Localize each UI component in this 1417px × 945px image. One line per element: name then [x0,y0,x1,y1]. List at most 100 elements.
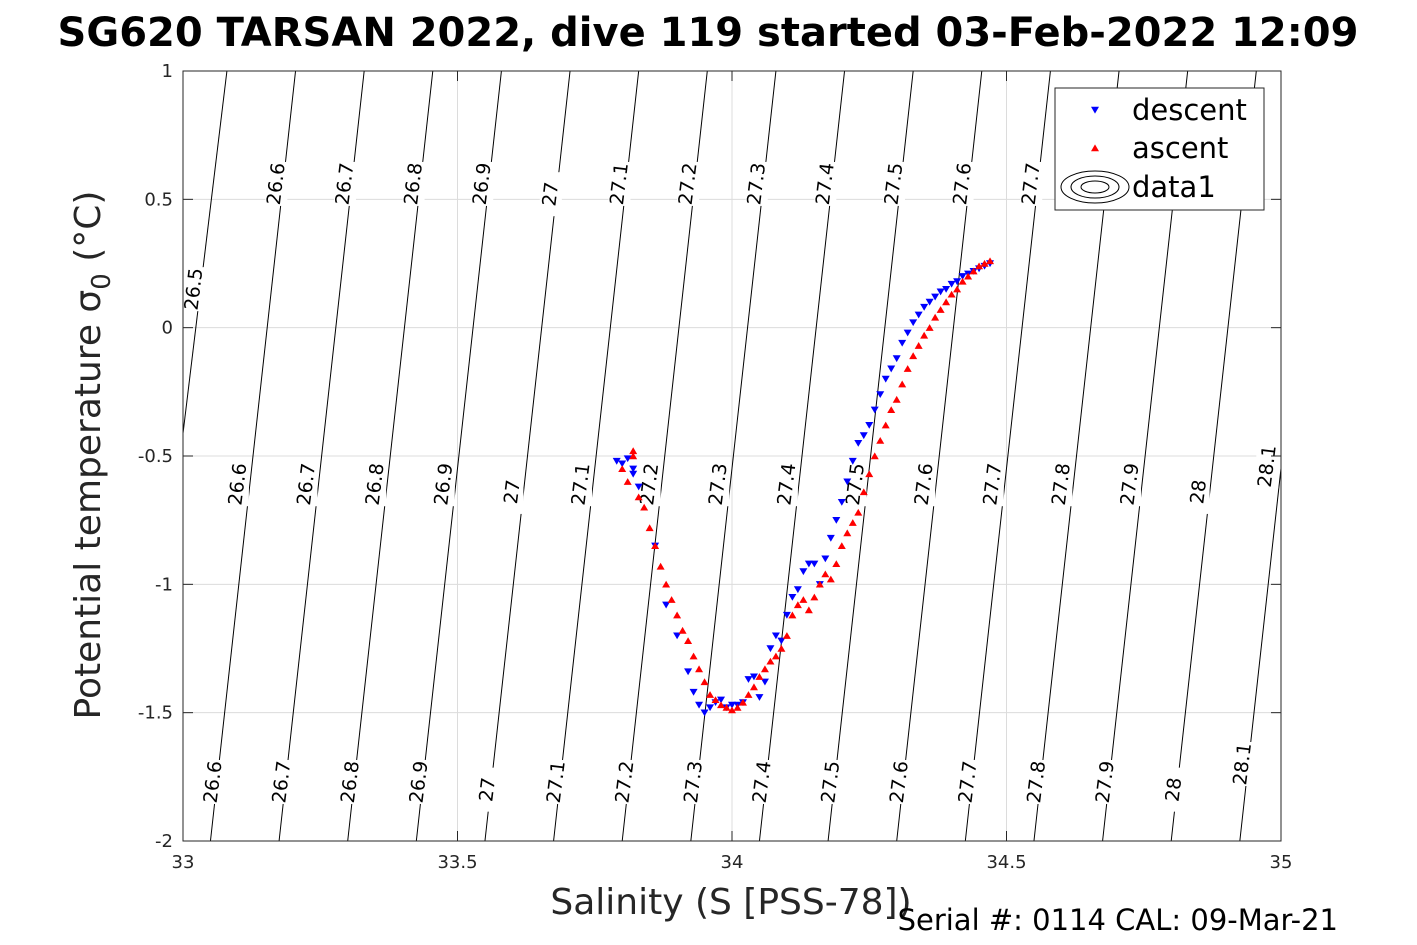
contour-label-bg [677,161,700,206]
contour-label-bg [333,161,356,206]
descent-point [766,645,775,653]
contour-label-bg [471,161,494,206]
contour-label: 26.7 [268,760,295,805]
contour-label: 27.8 [1048,462,1075,507]
contour-label: 26.7 [331,162,358,207]
ascent-point [876,437,885,444]
y-tick-label: -1.5 [138,703,173,724]
contour-label: 27 [475,776,500,803]
descent-point [958,273,967,280]
ascent-point [799,596,808,603]
ascent-point [766,657,775,665]
contour-label: 27.7 [955,760,982,805]
descent-point [936,288,945,296]
contour-label-bg [1050,462,1073,507]
contour-label: 27.4 [812,162,839,207]
ascent-point [711,696,720,704]
x-tick-label: 35 [1270,852,1293,873]
contour-label: 27.4 [773,462,800,507]
y-axis-label-unit: (°C) [68,191,109,274]
contour-label: 27.1 [568,462,595,507]
ascent-point [848,519,857,526]
descent-point [744,676,753,683]
legend-ascent-marker [1091,144,1099,152]
contour-label: 26.6 [200,760,227,805]
ascent-point [738,698,747,706]
ascent-point [629,452,638,460]
descent-point [777,637,786,645]
legend-entry: ascent [1132,131,1228,165]
contour-label-bg [1119,462,1142,507]
ascent-point [755,673,764,680]
ascent-point [645,524,654,532]
y-axis-label-sigma: σ [68,290,109,313]
ascent-point [920,331,929,339]
ascent-point [717,701,726,709]
descent-point [662,601,671,609]
contour-label-bg [751,759,774,804]
contour-label: 27 [538,181,563,208]
contour-label: 27.1 [543,760,570,805]
contour-label-bg [745,161,768,206]
ascent-point [629,447,638,455]
descent-point [843,478,852,486]
contour-label: 28 [1162,776,1187,803]
ascent-point [656,562,665,570]
ascent-point [854,508,863,516]
legend-entry: descent [1132,93,1247,127]
descent-point [887,365,896,373]
ascent-point [689,652,698,660]
ascent-point [651,542,660,550]
contour-label-bg [226,462,249,507]
contour-label-bg [613,759,636,804]
ascent-point [640,503,649,511]
contour-label: 26.9 [469,162,496,207]
ascent-point [678,626,687,634]
ascent-point [706,691,715,698]
descent-point [914,311,923,319]
ascent-point [958,277,967,285]
ascent-point [733,703,742,711]
ascent-point [744,691,753,698]
contour-label: 27.6 [911,462,938,507]
contour-label: 27 [500,479,525,506]
contour-label-bg [1231,742,1254,786]
contour-label-bg [882,161,905,206]
ascent-point [975,262,984,270]
contour-label-bg [819,759,842,804]
descent-point [953,278,962,286]
ascent-point [810,593,819,601]
descent-point [909,319,918,327]
y-axis-label-sub: 0 [87,273,117,290]
ascent-point [843,529,852,537]
descent-point [749,673,758,681]
ascent-point [909,352,918,360]
legend-box [1054,87,1265,211]
descent-point [898,339,907,347]
descent-point [782,611,791,619]
contour-label: 27.7 [979,462,1006,507]
contour-label-bg [1256,444,1279,489]
contour-line [1239,463,1281,841]
contour-label: 26.8 [337,760,364,805]
contour-label-bg [888,759,911,804]
descent-point [931,293,940,301]
ascent-point [804,606,813,614]
y-tick-label: -0.5 [138,446,173,467]
contour-label-bg [913,462,936,507]
contour-label-bg [957,759,980,804]
y-axis-label: Potential temperature σ0 (°C) [68,191,117,720]
descent-point [689,688,698,696]
contour-label-bg [265,161,288,206]
descent-point [788,593,797,601]
contour-label-bg [951,161,974,206]
contour-label: 27.5 [842,462,869,507]
ascent-point [832,560,841,567]
contour-label-bg [1162,767,1185,812]
ascent-point [777,644,786,652]
contour-label-bg [402,161,425,206]
ascent-point [826,575,835,583]
contour-label-bg [707,462,730,507]
contour-label: 27.9 [1117,462,1144,507]
descent-point [717,696,726,704]
